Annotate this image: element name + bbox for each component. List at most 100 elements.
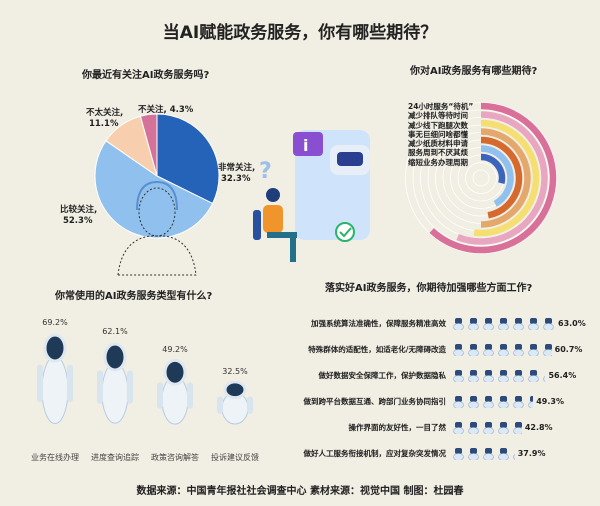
pictograph-label: 特殊群体的适配性，如适老化/无障碍改造 xyxy=(308,344,446,354)
robot-icon xyxy=(452,316,465,330)
pictograph-value: 42.8% xyxy=(524,422,553,432)
robot-icon xyxy=(467,342,480,356)
robot-value-1: 62.1% xyxy=(102,327,128,337)
robot-icon xyxy=(512,420,522,434)
robot-icon xyxy=(497,420,510,434)
robot-icon xyxy=(542,342,552,356)
robot-icon xyxy=(482,394,495,408)
robot-icon xyxy=(497,316,510,330)
robot-icon xyxy=(452,342,465,356)
robot-icon xyxy=(467,368,480,382)
pictograph-title: 落实好AI政务服务，你期待加强哪些方面工作? xyxy=(325,283,533,294)
robot-icon xyxy=(542,316,555,330)
robot-icon xyxy=(452,368,465,382)
radial-bar-0 xyxy=(429,102,557,254)
robot-icon xyxy=(482,342,495,356)
robot-icon xyxy=(512,316,525,330)
svg-text:?: ? xyxy=(259,159,272,184)
radial-label-5: 服务周到不厌其烦 xyxy=(408,148,468,158)
pictograph-value: 37.9% xyxy=(517,448,546,458)
robot-chart-title: 你常使用的AI政务服务类型有什么? xyxy=(55,291,213,302)
robot-value-0: 69.2% xyxy=(42,317,68,327)
footer-source: 数据来源：中国青年报社社会调查中心 素材来源：视觉中国 制图：杜园春 xyxy=(136,486,464,497)
robot-bar-0 xyxy=(37,333,73,424)
pictograph-value: 56.4% xyxy=(548,370,577,380)
robot-icon xyxy=(512,394,525,408)
robot-icon xyxy=(452,420,465,434)
pictograph-value: 63.0% xyxy=(558,318,586,328)
robot-icon xyxy=(452,394,465,408)
pictograph-row-5: 做好人工服务衔接机制，应对复杂突发情况 37.9% xyxy=(300,445,600,461)
pictograph-label: 加强系统算法准确性，保障服务精准高效 xyxy=(311,318,446,328)
pictograph-label: 做好人工服务衔接机制，应对复杂突发情况 xyxy=(303,448,447,458)
robot-value-3: 32.5% xyxy=(222,367,248,377)
pictograph-label: 做好数据安全保障工作，保护数据隐私 xyxy=(318,370,447,380)
radial-label-0: 24小时服务“待机” xyxy=(408,102,474,111)
pie-chart xyxy=(94,113,220,276)
radial-title: 你对AI政务服务有哪些期待? xyxy=(410,66,538,77)
robot-icon xyxy=(527,368,540,382)
robot-bar-2 xyxy=(157,358,193,425)
pie-slice-0 xyxy=(156,113,220,205)
pictograph-row-2: 做好数据安全保障工作，保护数据隐私 56.4% xyxy=(300,367,600,383)
radial-bar-5 xyxy=(480,145,514,207)
robot-category-3: 投诉建议反馈 xyxy=(211,453,259,462)
pictograph-label: 操作界面的友好性，一目了然 xyxy=(348,422,447,432)
radial-label-6: 缩短业务办理周期 xyxy=(408,157,468,167)
robot-icon xyxy=(497,342,510,356)
robot-icon xyxy=(512,446,515,460)
radial-label-3: 事无巨细问啥都懂 xyxy=(408,129,468,139)
robot-icon xyxy=(482,446,495,460)
radial-label-4: 减少纸质材料申请 xyxy=(408,139,468,149)
robot-icon xyxy=(467,446,480,460)
radial-bar-2 xyxy=(473,119,540,237)
robot-icon xyxy=(497,446,510,460)
pictograph-value: 60.7% xyxy=(554,344,583,354)
pie-slice-1 xyxy=(94,140,214,239)
robot-icon xyxy=(527,394,534,408)
pie-label-3: 不关注, 4.3% xyxy=(138,105,194,115)
radial-label-1: 减少排队等待时间 xyxy=(408,111,468,121)
pictograph-row-4: 操作界面的友好性，一目了然 42.8% xyxy=(300,419,600,435)
robot-category-0: 业务在线办理 xyxy=(31,453,79,462)
pictograph-row-1: 特殊群体的适配性，如适老化/无障碍改造 60.7% xyxy=(300,341,600,357)
radial-labels: 24小时服务“待机” 减少排队等待时间 减少线下跑腿次数 事无巨细问啥都懂 减少纸质材料… xyxy=(408,102,473,167)
robot-icon xyxy=(482,368,495,382)
page-title: 当AI赋能政务服务，你有哪些期待？ xyxy=(162,23,438,43)
radial-bar-3 xyxy=(480,128,531,228)
radial-label-2: 减少线下跑腿次数 xyxy=(408,120,468,130)
robot-icon xyxy=(467,420,480,434)
robot-icon xyxy=(482,420,495,434)
robot-icon xyxy=(542,368,546,382)
robot-bar-1 xyxy=(97,342,133,424)
robot-value-2: 49.2% xyxy=(162,344,188,354)
pie-label-2: 不太关注, 11.1% xyxy=(86,108,124,129)
robot-icon xyxy=(497,394,510,408)
pie-label-0: 非常关注, 32.3% xyxy=(218,163,256,184)
pie-label-1: 比较关注, 52.3% xyxy=(60,205,98,226)
robot-icon xyxy=(527,316,540,330)
person-illustration: i ? xyxy=(253,130,370,262)
robot-category-1: 进度查询追踪 xyxy=(91,453,139,462)
pictograph-row-0: 加强系统算法准确性，保障服务精准高效 63.0% xyxy=(300,315,600,331)
pictograph-value: 49.3% xyxy=(536,396,564,406)
robot-bar-3 xyxy=(217,381,253,425)
radial-bar-1 xyxy=(456,111,548,245)
robot-icon xyxy=(467,394,480,408)
robot-icon xyxy=(497,368,510,382)
robot-icon xyxy=(452,446,465,460)
pictograph-label: 做到跨平台数据互通、跨部门业务协同指引 xyxy=(303,396,447,406)
radial-bar-chart xyxy=(405,102,557,254)
radial-bar-4 xyxy=(480,136,523,219)
robot-icon xyxy=(467,316,480,330)
pie-title: 你最近有关注AI政务服务吗? xyxy=(82,70,210,81)
headset-figure xyxy=(117,180,197,276)
svg-text:i: i xyxy=(303,136,308,155)
radial-bar-6 xyxy=(480,153,506,185)
robot-icon xyxy=(512,342,525,356)
robot-icon xyxy=(512,368,525,382)
robot-icon xyxy=(527,342,540,356)
pictograph-row-3: 做到跨平台数据互通、跨部门业务协同指引 49.3% xyxy=(300,393,600,409)
pie-slice-3 xyxy=(139,113,158,177)
robot-icon xyxy=(482,316,495,330)
